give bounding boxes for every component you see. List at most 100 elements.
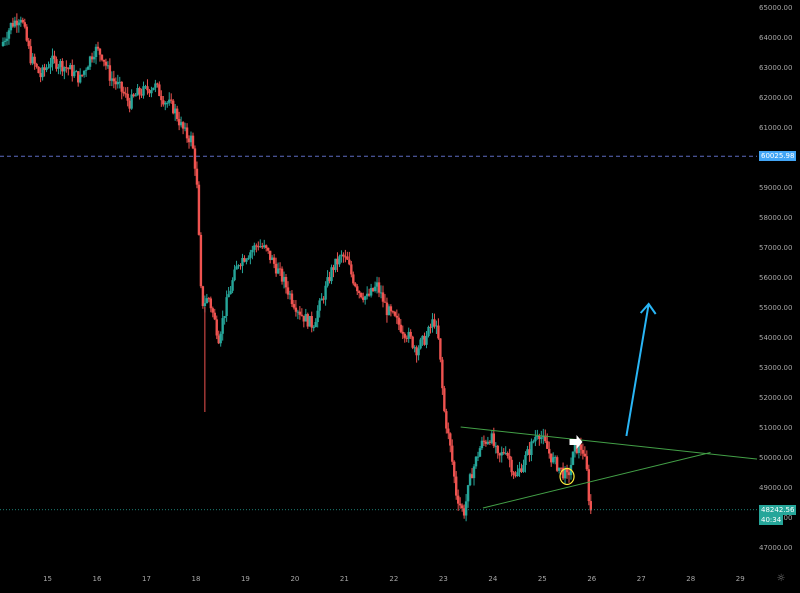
candle-body [342, 254, 345, 257]
date-tick-label: 28 [686, 575, 695, 583]
candle-body [75, 71, 78, 73]
candle-body [221, 318, 224, 334]
candle-body [102, 59, 106, 62]
candle-body [35, 63, 38, 67]
candle-body [27, 40, 30, 47]
candle-body [5, 38, 9, 41]
candle-body [181, 122, 185, 129]
candle-body [148, 90, 151, 94]
candle-body [199, 234, 203, 287]
candle-body [49, 63, 52, 68]
candle-body [363, 296, 367, 300]
candle-body [33, 56, 36, 64]
candle-body [13, 20, 17, 27]
highlight-circle [559, 467, 575, 486]
gear-icon[interactable]: ☼ [776, 573, 786, 584]
candle-body [90, 56, 94, 60]
price-tick-label: 55000.00 [759, 304, 792, 312]
candle-body [425, 336, 428, 345]
candle-body [98, 48, 102, 55]
price-axis[interactable]: 65000.00 64000.00 63000.00 62000.00 61000.00… [757, 0, 800, 570]
candle-body [435, 325, 438, 327]
candle-body [512, 472, 515, 476]
candle-body [154, 83, 157, 88]
candle-body [492, 433, 496, 446]
candle-body [296, 311, 300, 313]
candle-body [126, 93, 129, 101]
candle-body [120, 81, 123, 92]
candle-body [496, 445, 499, 454]
last-price-tag: 48242.56 [759, 504, 797, 515]
candle-body [263, 245, 266, 248]
candle-body [561, 467, 565, 479]
candle-body [288, 293, 292, 295]
candle-body [579, 444, 583, 450]
candle-body [217, 335, 220, 344]
candle-body [468, 474, 472, 486]
time-axis[interactable]: 15 16 17 18 19 20 21 22 23 24 25 26 27 28 29 [0, 570, 757, 589]
candle-body [304, 314, 307, 322]
candle-body [379, 292, 383, 294]
candle-body [548, 448, 551, 454]
candle-body [405, 337, 408, 339]
candle-body [104, 61, 108, 66]
candle-body [237, 265, 240, 267]
candle-body [300, 314, 304, 316]
candle-body [227, 294, 230, 298]
candle-body [63, 67, 66, 72]
date-tick-label: 16 [93, 575, 102, 583]
candle-body [453, 461, 456, 477]
candle-body [201, 286, 205, 307]
candle-body [51, 55, 54, 64]
candle-body [278, 268, 282, 270]
candle-body [482, 440, 486, 442]
candle-body [229, 290, 232, 295]
date-tick-label: 15 [43, 575, 52, 583]
candle-body [205, 298, 209, 304]
candle-body [223, 315, 226, 319]
price-tick-label: 57000.00 [759, 244, 792, 252]
candle-body [239, 265, 242, 267]
price-tick-label: 61000.00 [759, 124, 792, 132]
candle-body [19, 19, 23, 23]
candle-body [393, 311, 397, 316]
candle-body [292, 304, 296, 308]
candle-body [152, 87, 155, 90]
candle-body [45, 67, 48, 71]
candle-body [280, 268, 284, 282]
candle-body [189, 135, 193, 143]
price-tick-label: 50000.00 [759, 454, 792, 462]
date-tick-label: 21 [340, 575, 349, 583]
price-tick-label: 49000.00 [759, 484, 792, 492]
candle-body [134, 95, 137, 97]
candle-body [245, 259, 248, 262]
candle-body [193, 148, 197, 169]
candle-body [268, 250, 272, 260]
candle-body [449, 433, 452, 446]
candle-body [7, 30, 11, 39]
candle-body [55, 59, 58, 69]
candle-body [480, 440, 484, 449]
price-tick-label: 56000.00 [759, 274, 792, 282]
candle-body [173, 108, 177, 114]
candle-body [31, 56, 34, 64]
candle-body [346, 256, 349, 260]
candle-body [172, 100, 175, 114]
candle-body [282, 276, 286, 282]
candle-body [389, 306, 393, 312]
candle-body [132, 94, 135, 96]
candle-body [122, 91, 125, 94]
candle-body [195, 168, 199, 185]
candle-body [522, 465, 525, 472]
candle-body [61, 61, 64, 72]
candle-body [251, 249, 254, 253]
candle-body [553, 457, 557, 459]
candle-body [187, 138, 191, 143]
candle-body [528, 449, 531, 456]
candle-body [338, 256, 341, 265]
candle-body [484, 441, 488, 444]
candle-body [476, 456, 480, 458]
candle-body [506, 453, 509, 456]
